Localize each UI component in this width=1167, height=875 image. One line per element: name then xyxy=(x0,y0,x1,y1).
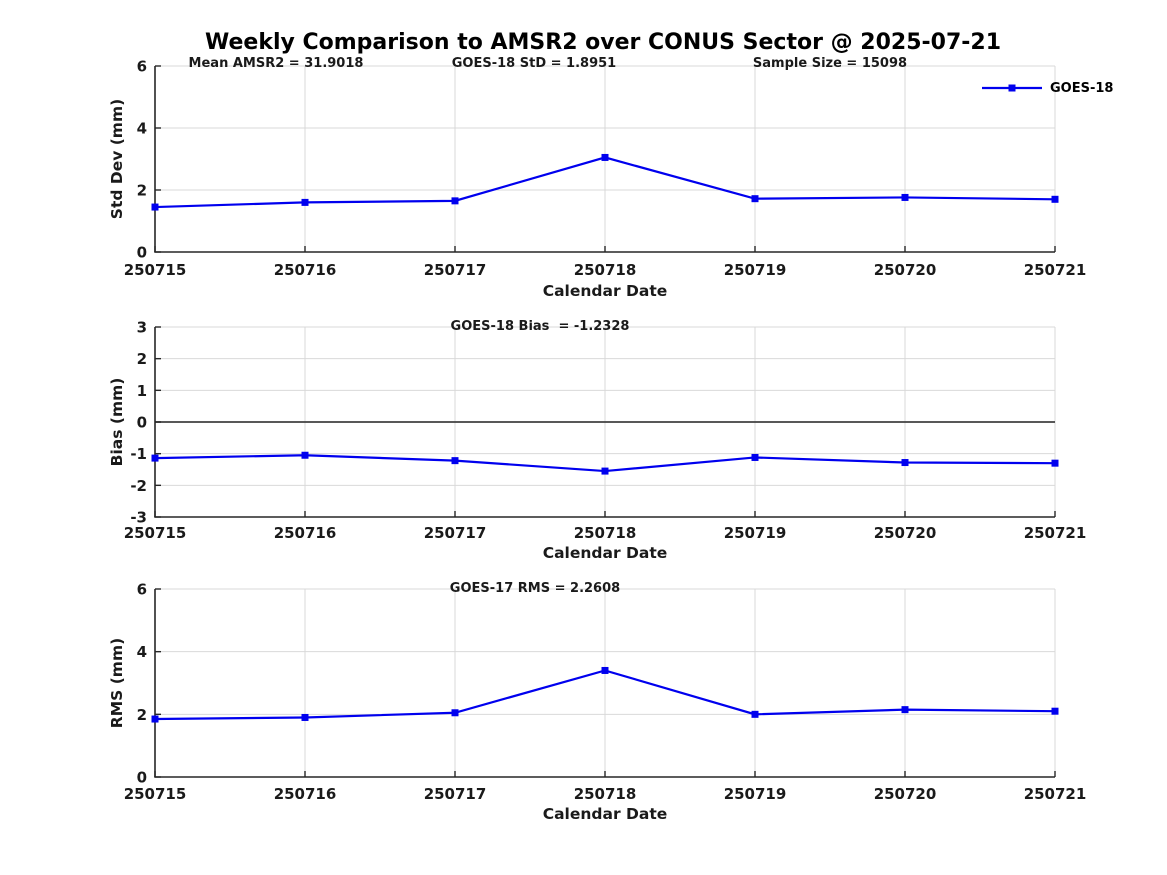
data-point-marker xyxy=(751,195,759,203)
x-axis-label: Calendar Date xyxy=(543,544,668,562)
y-tick-label: -3 xyxy=(130,509,147,527)
data-point-marker xyxy=(451,709,459,717)
y-tick-label: 6 xyxy=(137,58,147,76)
x-tick-label: 250721 xyxy=(1024,785,1087,803)
annotation-sample-size: Sample Size = 15098 xyxy=(752,56,908,71)
data-point-marker xyxy=(151,203,159,211)
data-point-marker xyxy=(1051,195,1059,203)
chart-title: Weekly Comparison to AMSR2 over CONUS Se… xyxy=(205,30,1001,55)
x-tick-label: 250719 xyxy=(724,261,787,279)
y-tick-label: 4 xyxy=(137,643,147,661)
x-axis-label: Calendar Date xyxy=(543,282,668,300)
y-axis-label: Bias (mm) xyxy=(108,378,126,467)
data-point-marker xyxy=(751,710,759,718)
annotation-goes18-std: GOES-18 StD = 1.8951 xyxy=(451,56,617,71)
x-tick-label: 250718 xyxy=(574,785,637,803)
y-axis-label: RMS (mm) xyxy=(108,638,126,728)
x-tick-label: 250719 xyxy=(724,524,787,542)
x-tick-label: 250718 xyxy=(574,524,637,542)
data-point-marker xyxy=(601,666,609,674)
y-tick-label: 3 xyxy=(137,319,147,337)
data-point-marker xyxy=(1051,707,1059,715)
x-tick-label: 250717 xyxy=(424,524,487,542)
x-tick-label: 250720 xyxy=(874,261,937,279)
y-tick-label: 4 xyxy=(137,120,147,138)
x-tick-label: 250716 xyxy=(274,524,337,542)
subplot-1: 250715 250716 250717 250718 250719 250720 2507… xyxy=(108,58,1086,301)
y-tick-label: 1 xyxy=(137,382,147,400)
y-tick-label: 2 xyxy=(137,350,147,368)
data-point-marker xyxy=(151,454,159,462)
subplot-3: 250715 250716 250717 250718 250719 250720 2507… xyxy=(108,581,1086,824)
data-point-marker xyxy=(601,153,609,161)
x-tick-label: 250718 xyxy=(574,261,637,279)
annotation-goes17-rms: GOES-17 RMS = 2.2608 xyxy=(449,581,621,596)
annotation-goes18-bias: GOES-18 Bias = -1.2328 xyxy=(450,319,630,334)
legend: GOES-18 xyxy=(980,80,1113,96)
x-tick-label: 250720 xyxy=(874,524,937,542)
x-tick-label: 250721 xyxy=(1024,524,1087,542)
x-tick-label: 250720 xyxy=(874,785,937,803)
x-tick-label: 250717 xyxy=(424,785,487,803)
data-point-marker xyxy=(901,193,909,201)
x-tick-label: 250721 xyxy=(1024,261,1087,279)
y-axis-label: Std Dev (mm) xyxy=(108,99,126,219)
x-tick-label: 250715 xyxy=(124,261,187,279)
data-point-marker xyxy=(301,198,309,206)
legend-line-marker-icon xyxy=(982,84,1042,92)
data-point-marker xyxy=(451,457,459,465)
data-point-marker xyxy=(451,197,459,205)
data-point-marker xyxy=(1051,459,1059,467)
y-tick-label: 2 xyxy=(137,706,147,724)
legend-label: GOES-18 xyxy=(1050,80,1114,96)
data-point-marker xyxy=(151,715,159,723)
data-point-marker xyxy=(301,451,309,459)
data-point-marker xyxy=(301,713,309,721)
y-tick-label: 0 xyxy=(137,769,147,787)
y-tick-label: -1 xyxy=(130,445,147,463)
subplot-2: 250715 250716 250717 250718 250719 250720 2507… xyxy=(108,319,1086,563)
data-point-marker xyxy=(751,453,759,461)
y-tick-label: 6 xyxy=(137,581,147,599)
x-tick-label: 250715 xyxy=(124,785,187,803)
x-tick-label: 250715 xyxy=(124,524,187,542)
x-tick-label: 250719 xyxy=(724,785,787,803)
annotation-mean-amsr2: Mean AMSR2 = 31.9018 xyxy=(188,56,364,71)
y-tick-label: 2 xyxy=(137,182,147,200)
x-axis-label: Calendar Date xyxy=(543,805,668,823)
x-tick-label: 250716 xyxy=(274,785,337,803)
y-tick-label: 0 xyxy=(137,414,147,432)
x-tick-label: 250717 xyxy=(424,261,487,279)
data-point-marker xyxy=(901,706,909,714)
y-tick-label: 0 xyxy=(137,244,147,262)
data-point-marker xyxy=(601,467,609,475)
data-point-marker xyxy=(901,459,909,467)
y-tick-label: -2 xyxy=(130,477,147,495)
x-tick-label: 250716 xyxy=(274,261,337,279)
